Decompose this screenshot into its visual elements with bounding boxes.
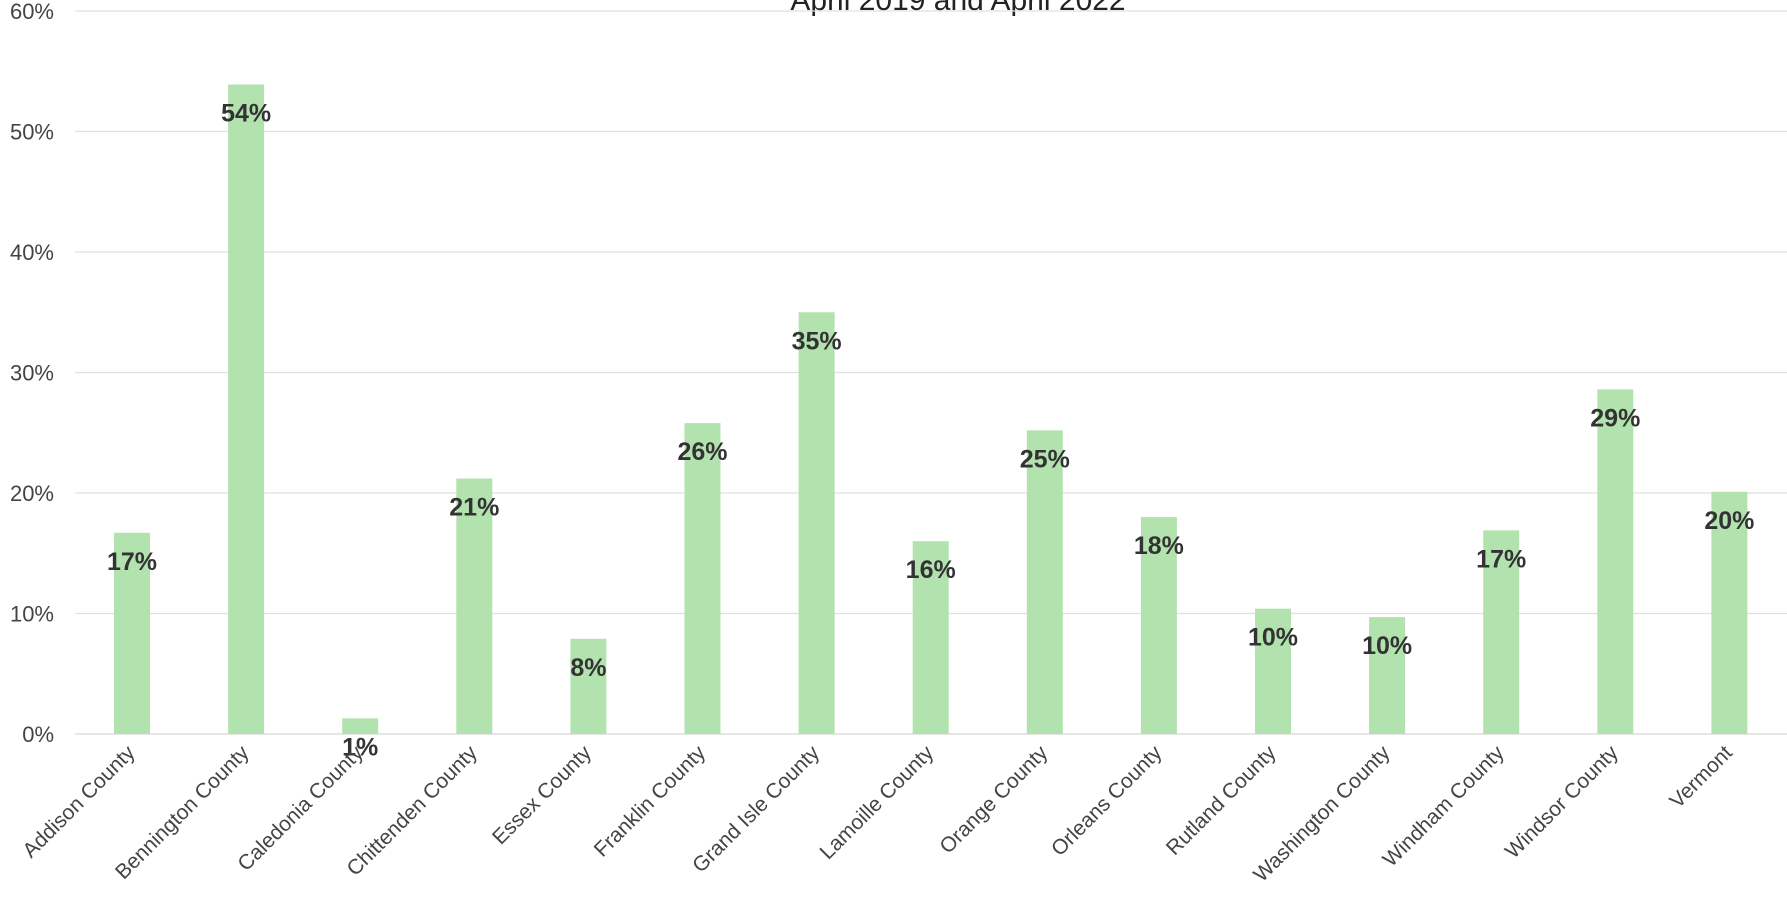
bar (342, 718, 379, 734)
data-label: 26% (677, 438, 727, 466)
x-category-label: Lamoille County (815, 741, 938, 864)
x-category-label: Franklin County (590, 741, 711, 862)
bar (684, 423, 721, 734)
data-label: 35% (792, 327, 842, 355)
x-category-label: Addison County (18, 741, 139, 862)
data-label: 21% (449, 494, 499, 522)
bar (570, 638, 607, 734)
bar (1597, 389, 1634, 734)
bar (1483, 530, 1520, 734)
data-label: 1% (342, 733, 378, 761)
x-category-label: Windsor County (1501, 741, 1623, 863)
bar (228, 84, 265, 734)
bar (1711, 491, 1748, 734)
data-label: 25% (1020, 445, 1070, 473)
data-label: 18% (1134, 532, 1184, 560)
x-category-label: Rutland County (1162, 741, 1281, 860)
data-label: 54% (221, 100, 271, 128)
x-category-label: Windham County (1379, 741, 1510, 872)
data-label: 29% (1590, 404, 1640, 432)
bar (456, 478, 493, 734)
y-tick-label: 30% (10, 361, 54, 386)
y-tick-label: 50% (10, 120, 54, 145)
bar (1255, 608, 1291, 734)
data-label: 17% (107, 548, 157, 576)
gridlines (75, 10, 1787, 735)
data-labels: 17% 54% 1% 21% 8% 26% 35% 16% 25% 18% 10% 10% 17% 29%… (107, 100, 1754, 762)
y-tick-label: 10% (10, 602, 54, 627)
bar (1369, 617, 1406, 734)
bar (798, 312, 835, 734)
x-category-label: Grand Isle County (688, 741, 824, 877)
y-tick-label: 60% (10, 0, 54, 24)
x-category-label: Essex County (488, 741, 596, 849)
x-category-label: Orleans County (1047, 741, 1167, 861)
data-label: 8% (570, 654, 606, 682)
data-label: 20% (1704, 507, 1754, 535)
bar (1140, 517, 1177, 734)
y-tick-label: 40% (10, 240, 54, 265)
bar (1026, 430, 1063, 734)
x-category-label: Caledonia County (233, 741, 368, 876)
y-axis-ticks: 0% 10% 20% 30% 40% 50% 60% (10, 0, 54, 747)
bar (912, 541, 949, 734)
chart-title: April 2019 and April 2022 (790, 0, 1125, 17)
x-category-label: Chittenden County (343, 741, 483, 881)
data-label: 17% (1476, 545, 1526, 573)
data-label: 10% (1362, 632, 1412, 660)
y-tick-label: 20% (10, 481, 54, 506)
bar (114, 532, 150, 734)
data-label: 16% (906, 556, 956, 584)
bars (114, 84, 1748, 734)
data-label: 10% (1248, 624, 1298, 652)
y-tick-label: 0% (22, 722, 54, 747)
x-category-label: Orange County (935, 741, 1052, 858)
x-category-label: Vermont (1665, 741, 1737, 813)
